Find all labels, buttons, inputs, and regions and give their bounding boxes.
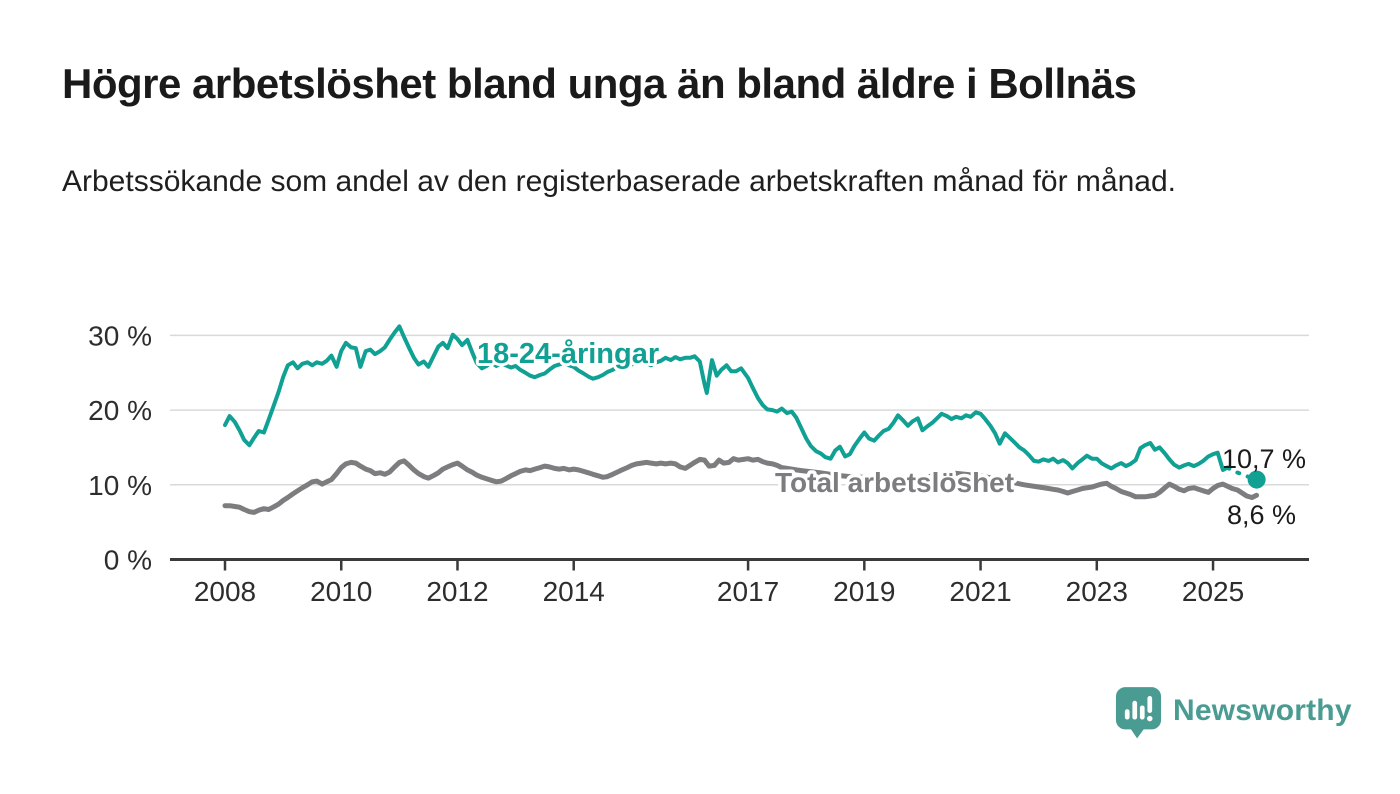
series-line-youth-dashed <box>1225 465 1259 482</box>
bar-chart-glyph <box>1124 696 1153 720</box>
y-tick-label: 20 % <box>88 395 152 426</box>
series-end-dot-youth <box>1247 470 1266 489</box>
x-tick-label: 2014 <box>543 576 605 607</box>
x-tick-label: 2021 <box>949 576 1011 607</box>
y-tick-label: 30 % <box>88 320 152 351</box>
end-value-label-youth: 10,7 % <box>1222 444 1306 474</box>
x-tick-label: 2025 <box>1182 576 1244 607</box>
series-label-youth: 18-24-åringar <box>477 338 659 370</box>
x-tick-label: 2019 <box>833 576 895 607</box>
chart-title: Högre arbetslöshet bland unga än bland ä… <box>62 60 1137 107</box>
x-tick-label: 2017 <box>717 576 779 607</box>
newsworthy-wordmark: Newsworthy <box>1173 694 1352 727</box>
series-line-youth <box>223 324 1230 472</box>
chart-subtitle: Arbetssökande som andel av den registerb… <box>62 165 1176 198</box>
x-tick-label: 2008 <box>194 576 256 607</box>
x-tick-label: 2023 <box>1066 576 1128 607</box>
series-label-total: Total arbetslöshet <box>775 467 1014 498</box>
speech-bubble-shape <box>1115 687 1162 739</box>
exclamation-dot <box>1147 715 1153 722</box>
y-tick-label: 0 % <box>104 545 152 576</box>
newsworthy-logo-icon <box>1115 686 1162 739</box>
x-tick-label: 2010 <box>310 576 372 607</box>
x-tick-label: 2012 <box>426 576 488 607</box>
series-line-total <box>222 456 1260 515</box>
newsworthy-logo: Newsworthy <box>1115 686 1352 739</box>
end-value-label-total: 8,6 % <box>1227 500 1296 530</box>
y-tick-label: 10 % <box>88 470 152 501</box>
